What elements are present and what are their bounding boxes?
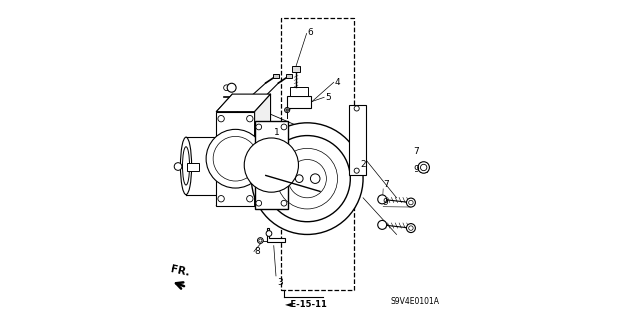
Circle shape	[285, 108, 290, 113]
Ellipse shape	[180, 137, 191, 195]
Circle shape	[378, 220, 387, 229]
Circle shape	[259, 239, 262, 242]
Circle shape	[286, 109, 289, 111]
Circle shape	[281, 200, 287, 206]
Text: 7: 7	[383, 180, 388, 189]
Circle shape	[296, 175, 303, 182]
Text: ◄E-15-11: ◄E-15-11	[285, 300, 328, 309]
Circle shape	[227, 83, 236, 92]
Text: 7: 7	[413, 147, 419, 156]
Circle shape	[264, 136, 350, 222]
Circle shape	[218, 115, 224, 122]
Circle shape	[256, 200, 262, 206]
Circle shape	[310, 174, 320, 183]
Ellipse shape	[182, 147, 189, 185]
Circle shape	[246, 115, 253, 122]
Circle shape	[406, 224, 415, 233]
Bar	[255, 121, 288, 209]
Text: 6: 6	[308, 28, 314, 37]
Circle shape	[409, 200, 413, 205]
Text: 4: 4	[335, 78, 340, 87]
Bar	[292, 66, 300, 72]
Circle shape	[252, 123, 363, 234]
Polygon shape	[216, 94, 271, 112]
Circle shape	[218, 196, 224, 202]
Text: FR.: FR.	[170, 264, 191, 278]
Circle shape	[354, 168, 359, 173]
Circle shape	[418, 162, 429, 173]
Bar	[349, 105, 366, 175]
Bar	[216, 112, 255, 206]
Text: 8: 8	[255, 247, 260, 256]
Circle shape	[354, 106, 359, 111]
Text: 1: 1	[274, 128, 280, 137]
Circle shape	[257, 238, 263, 243]
Circle shape	[244, 138, 298, 192]
Circle shape	[266, 231, 272, 236]
Circle shape	[256, 124, 262, 130]
Text: 2: 2	[360, 160, 365, 169]
Circle shape	[406, 198, 415, 207]
Circle shape	[174, 163, 182, 170]
Bar	[273, 74, 279, 78]
Circle shape	[409, 226, 413, 230]
Circle shape	[281, 124, 287, 130]
Text: 9: 9	[413, 165, 419, 174]
Polygon shape	[255, 94, 271, 206]
Circle shape	[213, 137, 258, 181]
Circle shape	[420, 164, 427, 171]
Circle shape	[223, 85, 229, 91]
Bar	[187, 163, 200, 171]
Polygon shape	[268, 228, 285, 242]
Text: 9: 9	[383, 198, 388, 207]
Circle shape	[246, 196, 253, 202]
Text: 3: 3	[277, 278, 283, 286]
Bar	[286, 74, 292, 78]
Text: S9V4E0101A: S9V4E0101A	[390, 297, 439, 306]
Text: 5: 5	[325, 93, 331, 102]
Bar	[281, 18, 355, 290]
Circle shape	[378, 195, 387, 204]
Circle shape	[206, 130, 265, 188]
Bar	[287, 96, 311, 108]
Bar	[291, 87, 308, 96]
